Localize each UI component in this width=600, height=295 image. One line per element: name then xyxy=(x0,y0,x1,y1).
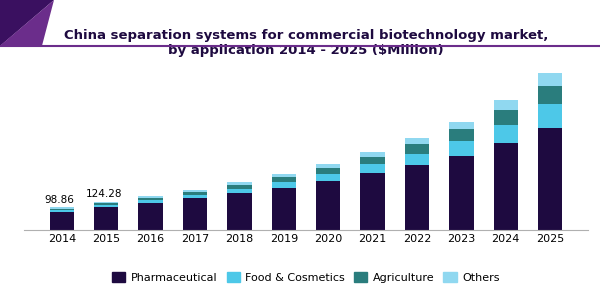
Bar xyxy=(361,157,385,165)
Bar xyxy=(50,207,74,209)
Bar xyxy=(316,168,340,174)
Bar xyxy=(316,181,340,230)
Bar xyxy=(449,155,473,230)
Bar xyxy=(94,201,118,203)
Legend: Pharmaceutical, Food & Cosmetics, Agriculture, Others: Pharmaceutical, Food & Cosmetics, Agricu… xyxy=(107,268,505,287)
Bar xyxy=(50,212,74,230)
Bar xyxy=(494,100,518,110)
Bar xyxy=(538,104,562,128)
Bar xyxy=(449,122,473,130)
Bar xyxy=(50,209,74,210)
Text: 124.28: 124.28 xyxy=(86,189,122,199)
Bar xyxy=(227,182,251,185)
Bar xyxy=(272,182,296,188)
Bar xyxy=(139,198,163,200)
Bar xyxy=(449,130,473,141)
Bar xyxy=(272,188,296,230)
Bar xyxy=(227,193,251,230)
Bar xyxy=(405,154,429,165)
Title: China separation systems for commercial biotechnology market,
by application 201: China separation systems for commercial … xyxy=(64,29,548,57)
Bar xyxy=(361,152,385,157)
Bar xyxy=(50,210,74,212)
Bar xyxy=(94,205,118,207)
Bar xyxy=(227,185,251,189)
Bar xyxy=(183,195,207,199)
Bar xyxy=(449,141,473,155)
Bar xyxy=(183,199,207,230)
Bar xyxy=(494,110,518,124)
Polygon shape xyxy=(0,0,54,46)
Bar xyxy=(139,196,163,198)
Bar xyxy=(139,203,163,230)
Bar xyxy=(405,138,429,144)
Bar xyxy=(316,164,340,168)
Bar xyxy=(183,192,207,195)
Bar xyxy=(494,143,518,230)
Bar xyxy=(538,86,562,104)
Polygon shape xyxy=(0,0,54,46)
Bar xyxy=(227,189,251,193)
Bar xyxy=(272,177,296,182)
Bar xyxy=(316,174,340,181)
Bar xyxy=(405,165,429,230)
Bar xyxy=(139,200,163,203)
Bar xyxy=(94,207,118,230)
Text: 98.86: 98.86 xyxy=(44,195,74,205)
Bar xyxy=(538,128,562,230)
Bar xyxy=(94,203,118,205)
Bar xyxy=(405,144,429,154)
Bar xyxy=(272,174,296,177)
Bar xyxy=(183,190,207,192)
Bar xyxy=(538,73,562,86)
Bar xyxy=(494,124,518,143)
Bar xyxy=(361,165,385,173)
Bar xyxy=(361,173,385,230)
